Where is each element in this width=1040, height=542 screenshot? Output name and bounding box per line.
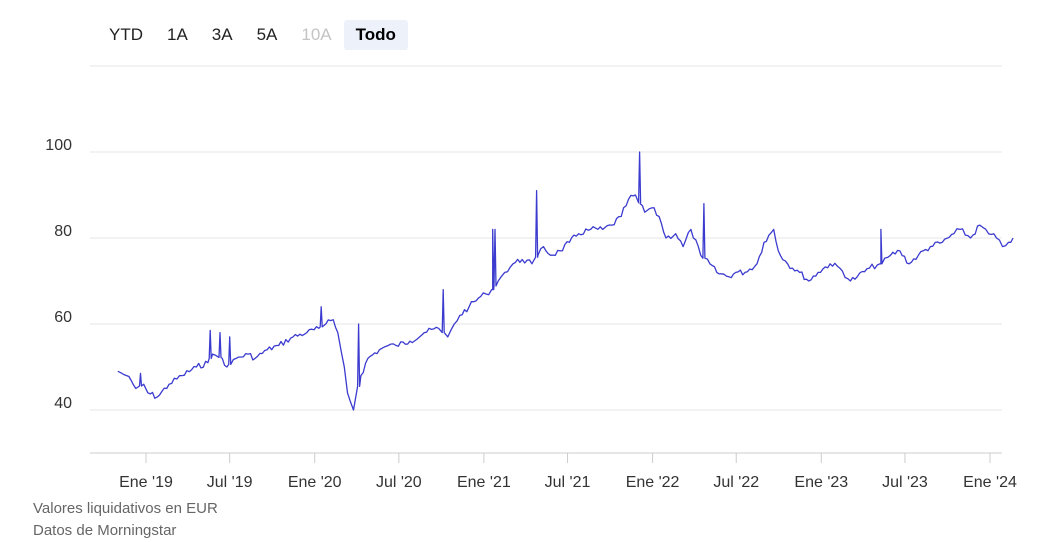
range-ytd-button[interactable]: YTD [109, 25, 143, 44]
range-selector: YTD 1A 3A 5A 10A Todo [97, 20, 408, 50]
x-tick-label: Ene '23 [794, 474, 848, 491]
series-layer [117, 151, 1014, 411]
range-10a-button[interactable]: 10A [301, 25, 332, 44]
x-tick-label: Ene '22 [626, 474, 680, 491]
currency-note: Valores liquidativos en EUR [33, 500, 218, 517]
x-tick-label: Jul '22 [713, 474, 759, 491]
range-5a-button[interactable]: 5A [256, 25, 278, 44]
grid-layer [90, 65, 1002, 411]
price-chart: Ene '19 Jul '19 Ene '20 Jul '20 Ene '21 Jul '… [45, 65, 1017, 491]
x-tick-label: Jul '19 [207, 474, 253, 491]
x-tick-label: Ene '20 [288, 474, 342, 491]
y-tick-label: 60 [54, 309, 72, 326]
y-tick-label: 100 [45, 137, 72, 154]
x-tick-label: Jul '23 [882, 474, 928, 491]
x-tick-label: Jul '21 [545, 474, 591, 491]
range-1a-button[interactable]: 1A [167, 25, 188, 44]
range-3a-button[interactable]: 3A [211, 25, 233, 44]
data-source-note: Datos de Morningstar [33, 522, 177, 539]
x-axis: Ene '19 Jul '19 Ene '20 Jul '20 Ene '21 Jul '… [90, 452, 1017, 491]
series-line [117, 151, 1014, 411]
x-tick-label: Ene '21 [457, 474, 511, 491]
y-tick-label: 80 [54, 223, 72, 240]
range-todo-button[interactable]: Todo [343, 20, 408, 50]
x-tick-label: Ene '19 [119, 474, 173, 491]
x-tick-label: Ene '24 [963, 474, 1017, 491]
y-tick-label: 40 [54, 395, 72, 412]
y-axis: 40 60 80 100 [45, 137, 72, 412]
chart-footer: Valores liquidativos en EUR Datos de Mor… [33, 498, 218, 542]
x-tick-label: Jul '20 [376, 474, 422, 491]
